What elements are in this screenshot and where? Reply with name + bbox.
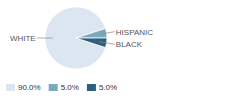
legend: 90.0% 5.0% 5.0% (6, 83, 117, 92)
legend-swatch (87, 84, 96, 91)
leader-line (99, 32, 115, 35)
pie-slice (76, 28, 107, 38)
slice-label: WHITE (10, 34, 36, 43)
slice-label: BLACK (116, 40, 143, 49)
legend-swatch (6, 84, 15, 91)
chart: WHITE HISPANIC BLACK 90.0% 5.0% 5.0% (0, 0, 240, 100)
slice-label: HISPANIC (116, 27, 153, 36)
legend-label: 5.0% (99, 83, 117, 92)
legend-label: 5.0% (61, 83, 79, 92)
leader-line (99, 42, 115, 45)
leader-line (37, 38, 53, 39)
legend-label: 90.0% (18, 83, 41, 92)
pie-slice (76, 38, 107, 48)
annotations: WHITE HISPANIC BLACK (10, 27, 153, 49)
legend-swatch (49, 84, 58, 91)
pie (45, 7, 107, 69)
